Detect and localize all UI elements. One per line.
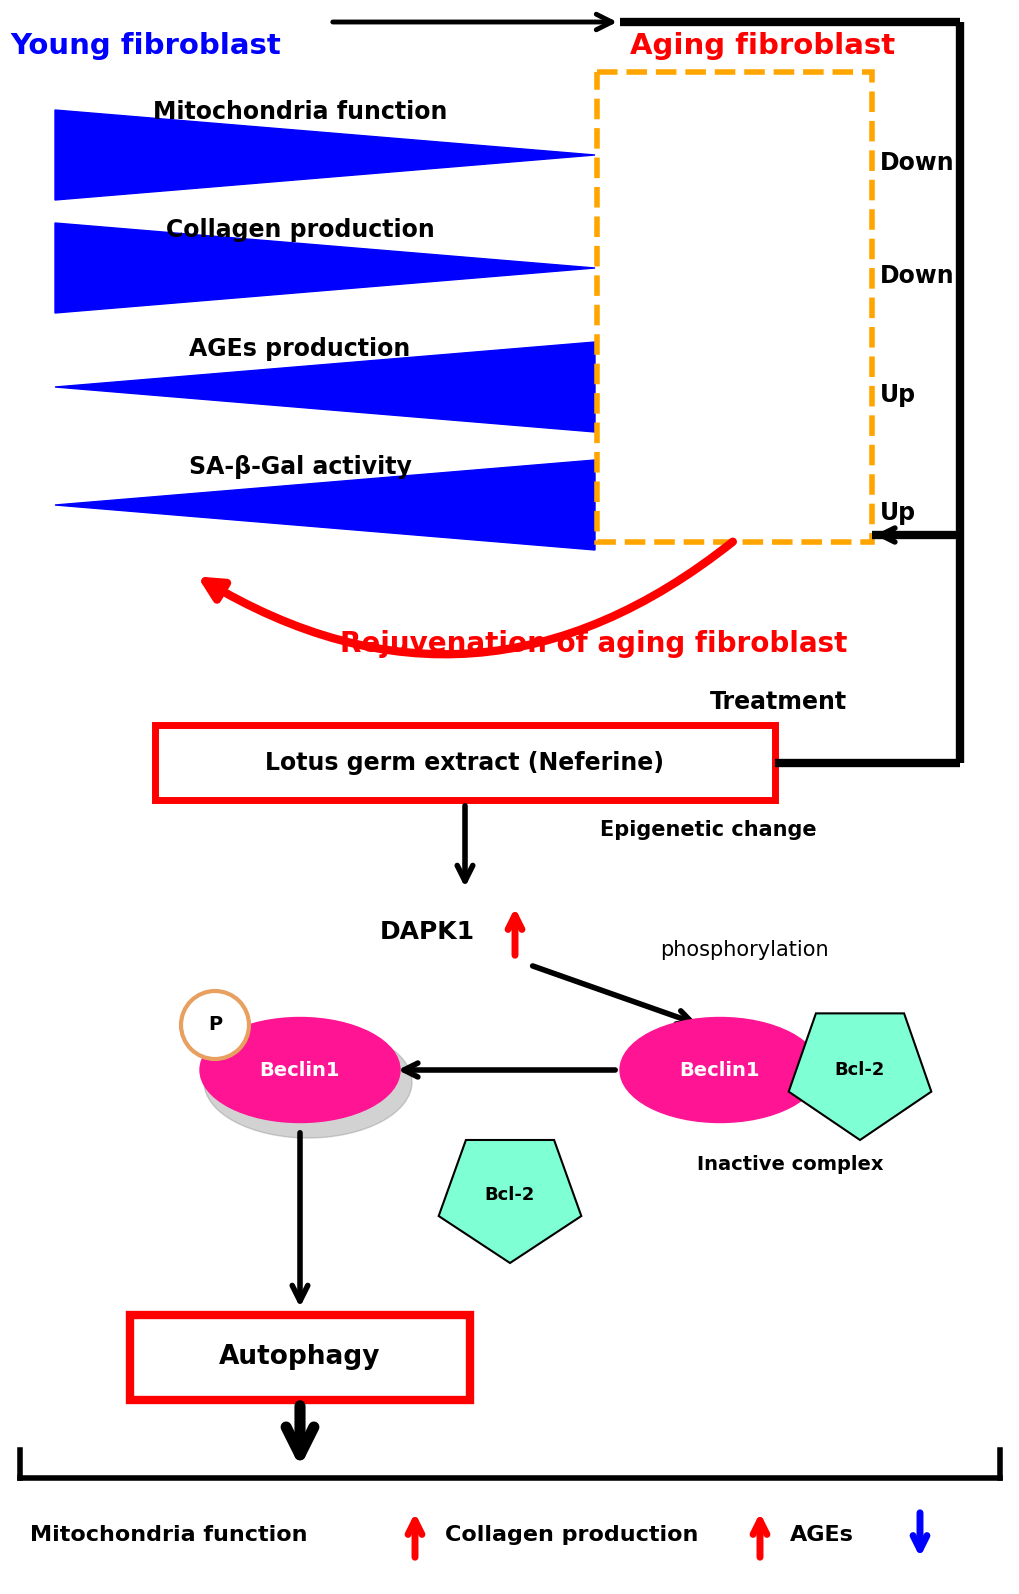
FancyArrowPatch shape xyxy=(205,542,732,654)
Text: Lotus germ extract (Neferine): Lotus germ extract (Neferine) xyxy=(265,751,663,775)
Text: Epigenetic change: Epigenetic change xyxy=(599,819,816,840)
Text: Down: Down xyxy=(879,151,954,175)
Text: Inactive complex: Inactive complex xyxy=(696,1156,882,1175)
Text: SA-β-Gal activity: SA-β-Gal activity xyxy=(189,454,411,480)
Text: Up: Up xyxy=(879,501,915,524)
Bar xyxy=(596,72,871,542)
Text: phosphorylation: phosphorylation xyxy=(659,940,827,960)
Text: Mitochondria function: Mitochondria function xyxy=(30,1525,307,1545)
Text: Treatment: Treatment xyxy=(709,690,847,714)
Bar xyxy=(155,725,774,800)
Text: Collagen production: Collagen production xyxy=(165,218,434,242)
Text: Mitochondria function: Mitochondria function xyxy=(153,100,446,124)
Ellipse shape xyxy=(200,1017,399,1122)
Polygon shape xyxy=(438,1140,581,1262)
Ellipse shape xyxy=(180,991,249,1058)
Text: Beclin1: Beclin1 xyxy=(260,1060,340,1079)
Text: DAPK1: DAPK1 xyxy=(380,920,475,944)
Text: Up: Up xyxy=(879,383,915,406)
Text: Collagen production: Collagen production xyxy=(444,1525,698,1545)
Text: P: P xyxy=(208,1015,222,1035)
Ellipse shape xyxy=(620,1017,819,1122)
Polygon shape xyxy=(55,343,594,432)
Polygon shape xyxy=(55,461,594,550)
Ellipse shape xyxy=(204,1027,412,1138)
Text: Bcl-2: Bcl-2 xyxy=(484,1186,535,1203)
Polygon shape xyxy=(55,110,594,199)
Text: AGEs production: AGEs production xyxy=(190,336,411,360)
Bar xyxy=(129,1315,470,1400)
Text: Young fibroblast: Young fibroblast xyxy=(10,32,280,61)
Polygon shape xyxy=(55,223,594,312)
Text: Rejuvenation of aging fibroblast: Rejuvenation of aging fibroblast xyxy=(339,630,847,658)
Text: Autophagy: Autophagy xyxy=(219,1344,380,1371)
Text: Bcl-2: Bcl-2 xyxy=(834,1062,884,1079)
Polygon shape xyxy=(788,1014,930,1140)
Text: Beclin1: Beclin1 xyxy=(679,1060,759,1079)
Text: Aging fibroblast: Aging fibroblast xyxy=(630,32,895,61)
Text: Down: Down xyxy=(879,265,954,289)
Text: AGEs: AGEs xyxy=(790,1525,853,1545)
